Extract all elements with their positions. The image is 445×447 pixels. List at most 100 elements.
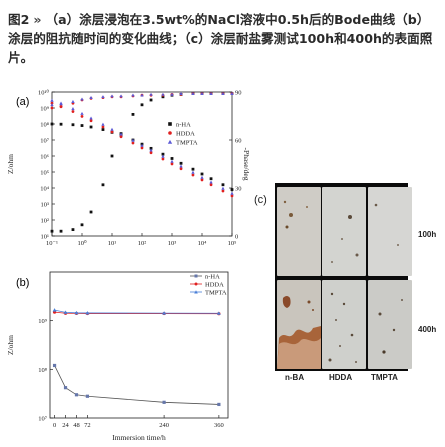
phase-point xyxy=(200,91,204,95)
x-tick-label: 360 xyxy=(214,422,224,429)
y2-tick-label: 60 xyxy=(235,138,242,145)
column-label-hdda: HDDA xyxy=(329,373,353,382)
impedance-point xyxy=(200,175,204,179)
data-point xyxy=(85,394,90,398)
phase-point xyxy=(191,91,195,95)
y-axis-label: Z/ohm xyxy=(6,154,15,174)
x-tick-label: 10² xyxy=(138,240,147,247)
y-axis-label: Z/ohm xyxy=(6,335,15,355)
impedance-point xyxy=(110,127,114,131)
y-tick-label: 10³ xyxy=(41,202,50,209)
phase-point xyxy=(59,101,63,105)
impedance-point xyxy=(161,154,165,158)
salt-spray-photo-panel: (c) 100h 400h n-BA HDDA TMPTA xyxy=(250,183,445,447)
data-point xyxy=(63,310,68,314)
y-tick-label: 10¹ xyxy=(41,234,50,241)
phase-point xyxy=(101,183,105,187)
legend-marker xyxy=(168,131,172,135)
phase-point xyxy=(131,93,135,97)
impedance-point xyxy=(170,157,174,160)
impedance-point xyxy=(209,180,213,184)
impedance-point xyxy=(230,194,234,198)
impedance-point xyxy=(119,135,123,139)
legend-marker xyxy=(194,290,198,294)
bode-plot-chart: (a) 10⁻¹ 10⁰ 10¹ 10² 10³ 10⁴ 10⁵ 10¹ 10² 10³ 10⁴ 10… xyxy=(6,89,250,248)
phase-point xyxy=(50,229,54,233)
data-point xyxy=(217,402,221,407)
y-tick-label: 10⁵ xyxy=(40,170,49,177)
impedance-point xyxy=(209,177,213,181)
phase-point xyxy=(149,92,153,96)
legend-marker xyxy=(194,282,198,286)
impedance-point xyxy=(140,143,144,147)
phase-point xyxy=(110,94,114,98)
legend-marker xyxy=(167,139,173,144)
panel-a-label: (a) xyxy=(16,96,29,108)
impedance-point xyxy=(71,107,75,111)
impedance-point xyxy=(209,183,213,187)
phase-point xyxy=(80,223,84,227)
y-tick-label: 10⁹ xyxy=(40,106,50,113)
photo-nba-100h xyxy=(277,187,321,276)
impedance-point xyxy=(140,146,144,150)
y-tick-label: 10⁴ xyxy=(40,186,50,193)
impedance-point xyxy=(221,189,225,193)
legend-label: HDDA xyxy=(176,131,195,138)
impedance-point xyxy=(119,132,123,136)
phase-point xyxy=(209,91,213,95)
phase-point xyxy=(170,92,174,96)
x-tick-label: 10³ xyxy=(168,240,177,247)
row-label-100h: 100h xyxy=(418,230,437,239)
impedance-point xyxy=(89,119,93,123)
impedance-point xyxy=(191,167,195,171)
y2-tick-label: 90 xyxy=(235,90,242,97)
x-tick-label: 24 xyxy=(62,422,69,429)
panel-c-label: (c) xyxy=(254,194,267,206)
x-tick-label: 48 xyxy=(73,422,80,429)
phase-point xyxy=(110,154,114,158)
y2-axis-label: -Phase/deg xyxy=(242,148,250,181)
phase-point xyxy=(161,92,165,96)
series-line xyxy=(54,309,219,314)
impedance-point xyxy=(191,170,195,174)
figure-caption: 图2» （a）涂层浸泡在3.5wt%的NaCl溶液中0.5h后的Bode曲线（b）… xyxy=(8,10,440,67)
impedance-point xyxy=(131,141,135,145)
x-tick-label: 10⁴ xyxy=(198,240,208,247)
impedance-point xyxy=(110,130,114,134)
data-point xyxy=(52,363,57,368)
impedance-point xyxy=(101,128,105,131)
impedance-point xyxy=(221,183,225,187)
x-axis-label: Immersion time/h xyxy=(112,433,166,442)
phase-point xyxy=(71,99,75,103)
impedance-time-chart: (b) 0 24 48 72 240 360 10⁷ 10⁸ 10⁹ Immersion time… xyxy=(6,271,229,442)
impedance-point xyxy=(179,164,183,168)
y-tick-label: 10⁷ xyxy=(38,416,47,423)
impedance-point xyxy=(161,152,165,156)
impedance-point xyxy=(101,125,105,129)
legend-marker xyxy=(194,274,198,278)
photo-nba-400h xyxy=(277,280,321,369)
y2-tick-label: 0 xyxy=(235,234,238,241)
phase-point xyxy=(71,228,75,231)
phase-point xyxy=(221,91,225,95)
y2-tick-label: 30 xyxy=(235,186,242,193)
y-tick-label: 10⁷ xyxy=(40,138,49,145)
phase-point xyxy=(50,103,54,107)
legend-marker xyxy=(168,122,172,126)
impedance-point xyxy=(200,178,204,182)
impedance-point xyxy=(71,110,75,113)
impedance-point xyxy=(179,167,183,171)
impedance-point xyxy=(59,122,63,126)
plot-frame xyxy=(51,91,233,237)
x-tick-label: 10⁵ xyxy=(228,240,237,247)
y-tick-label: 10⁸ xyxy=(38,367,48,374)
phase-point xyxy=(179,91,183,95)
phase-point xyxy=(59,105,63,108)
phase-point xyxy=(80,97,84,101)
impedance-point xyxy=(131,138,135,142)
data-point xyxy=(74,310,79,315)
series-line xyxy=(54,365,219,405)
phase-point xyxy=(89,210,93,214)
figure-number: 图2 xyxy=(8,12,30,27)
data-point xyxy=(162,311,167,315)
